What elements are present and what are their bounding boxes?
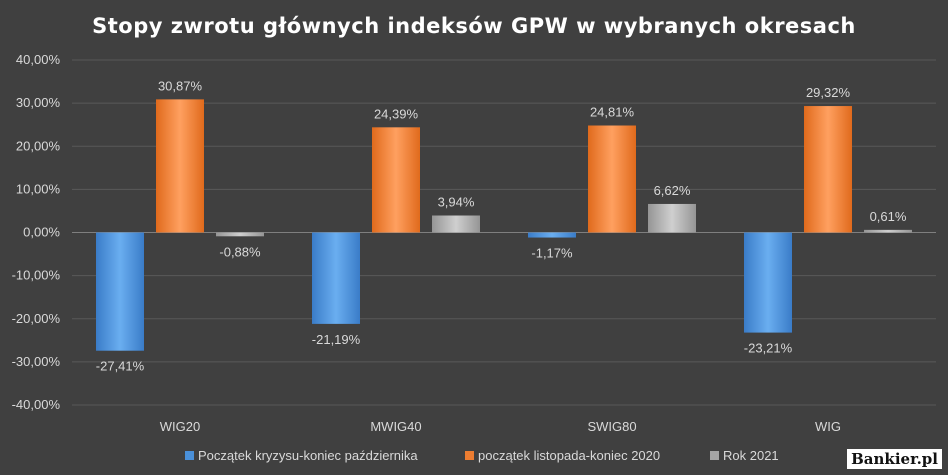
bar	[216, 232, 264, 237]
bar	[372, 127, 420, 233]
y-tick-label: -30,00%	[12, 354, 61, 369]
bar	[312, 232, 360, 324]
data-label: -21,19%	[312, 332, 361, 347]
data-label: -1,17%	[531, 246, 573, 261]
data-label: 30,87%	[158, 78, 203, 93]
y-tick-label: -40,00%	[12, 397, 61, 412]
data-label: 3,94%	[438, 195, 475, 210]
bankier-logo: Bankier.pl	[847, 449, 942, 469]
bar	[648, 203, 696, 233]
data-label: 29,32%	[806, 85, 851, 100]
y-tick-label: 30,00%	[16, 95, 61, 110]
x-tick-label: WIG	[815, 419, 841, 434]
bar	[156, 99, 204, 233]
y-tick-label: 20,00%	[16, 138, 61, 153]
x-tick-label: WIG20	[160, 419, 200, 434]
y-tick-label: -10,00%	[12, 268, 61, 283]
bar	[528, 232, 576, 238]
x-tick-label: MWIG40	[370, 419, 421, 434]
legend-swatch	[465, 451, 474, 460]
data-label: -27,41%	[96, 359, 145, 374]
legend-swatch	[185, 451, 194, 460]
data-label: -0,88%	[219, 244, 261, 259]
y-tick-label: 0,00%	[23, 225, 60, 240]
bar	[96, 232, 144, 351]
data-label: 0,61%	[870, 209, 907, 224]
y-tick-label: 10,00%	[16, 181, 61, 196]
bar	[588, 125, 636, 233]
legend-entry: początek listopada-koniec 2020	[478, 448, 660, 463]
bar	[804, 106, 852, 233]
legend-entry: Rok 2021	[723, 448, 779, 463]
chart-title: Stopy zwrotu głównych indeksów GPW w wyb…	[92, 14, 856, 38]
y-tick-label: 40,00%	[16, 52, 61, 67]
bar	[744, 232, 792, 333]
y-tick-label: -20,00%	[12, 311, 61, 326]
data-label: 24,81%	[590, 105, 635, 120]
bar	[864, 229, 912, 233]
bar	[432, 215, 480, 233]
x-tick-label: SWIG80	[587, 419, 636, 434]
legend-swatch	[710, 451, 719, 460]
data-label: 24,39%	[374, 106, 419, 121]
data-label: -23,21%	[744, 341, 793, 356]
data-label: 6,62%	[654, 183, 691, 198]
legend-entry: Początek kryzysu-koniec października	[198, 448, 418, 463]
